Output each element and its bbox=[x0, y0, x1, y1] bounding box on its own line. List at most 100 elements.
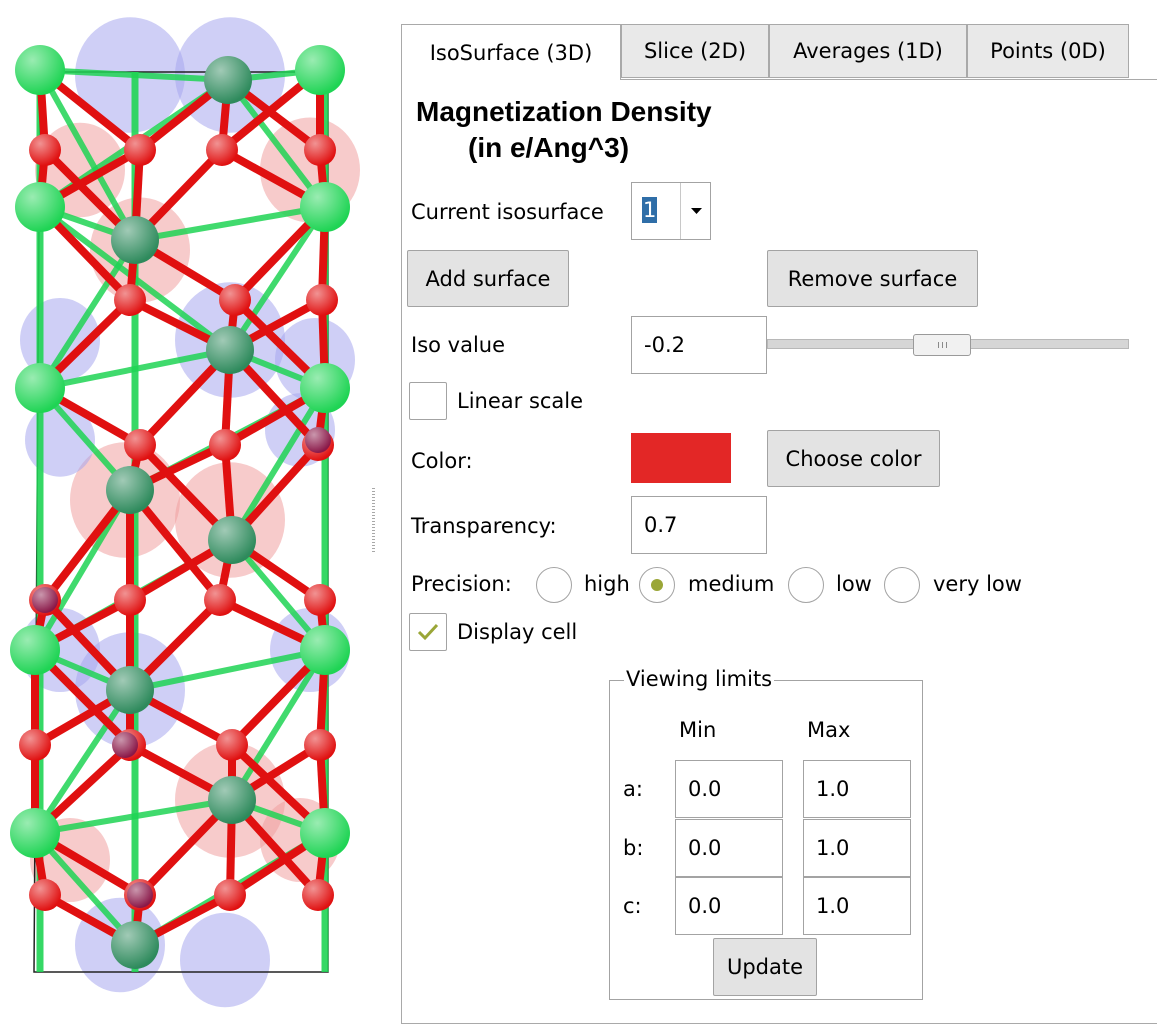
crystal-structure-render[interactable] bbox=[0, 0, 370, 1026]
cation-atom bbox=[300, 625, 350, 675]
update-button[interactable]: Update bbox=[713, 938, 817, 996]
display-cell-checkbox[interactable] bbox=[409, 613, 447, 651]
add-surface-button[interactable]: Add surface bbox=[407, 250, 569, 307]
metal-bond bbox=[129, 647, 326, 693]
metal-atom bbox=[204, 56, 252, 104]
tab-averages-1d[interactable]: Averages (1D) bbox=[769, 24, 967, 78]
isosurface-selected-value: 1 bbox=[642, 197, 658, 223]
metal-bond bbox=[225, 78, 328, 209]
cation-atom bbox=[15, 182, 65, 232]
axis-c-label: c: bbox=[623, 894, 642, 918]
cation-atom bbox=[300, 808, 350, 858]
chevron-down-icon bbox=[691, 208, 702, 214]
precision-label: Precision: bbox=[411, 572, 512, 596]
isosurface-selector[interactable]: 1 bbox=[631, 182, 711, 240]
current-isosurface-label: Current isosurface bbox=[411, 200, 604, 224]
oxygen-atom bbox=[216, 729, 248, 761]
tab-isosurface-3d[interactable]: IsoSurface (3D) bbox=[401, 24, 621, 80]
iso-value-slider-thumb[interactable] bbox=[912, 334, 971, 356]
iso-value-field[interactable]: -0.2 bbox=[631, 316, 767, 374]
a-min-field[interactable]: 0.0 bbox=[675, 760, 783, 818]
oxygen-atom bbox=[204, 584, 236, 616]
metal-bond bbox=[32, 831, 138, 947]
cation-atom bbox=[15, 363, 65, 413]
metal-atom bbox=[106, 666, 154, 714]
oxygen-atom bbox=[209, 429, 241, 461]
c-min-field[interactable]: 0.0 bbox=[675, 877, 783, 935]
isosurface-tab-pane: Magnetization Density (in e/Ang^3) Curre… bbox=[401, 79, 1157, 1024]
b-min-field[interactable]: 0.0 bbox=[675, 819, 783, 877]
b-max-field[interactable]: 1.0 bbox=[803, 819, 911, 877]
cation-atom bbox=[10, 808, 60, 858]
axis-a-label: a: bbox=[623, 777, 643, 801]
cation-atom bbox=[10, 625, 60, 675]
c-max-field[interactable]: 1.0 bbox=[803, 877, 911, 935]
section-subtitle: (in e/Ang^3) bbox=[468, 132, 630, 163]
precision-high-radio[interactable] bbox=[536, 567, 572, 603]
precision-medium-radio[interactable] bbox=[639, 567, 675, 603]
metal-bond bbox=[37, 68, 138, 242]
oxygen-atom bbox=[124, 134, 156, 166]
oxygen-atom bbox=[219, 284, 251, 316]
precision-high-label: high bbox=[584, 572, 630, 596]
oxygen-atom bbox=[29, 134, 61, 166]
choose-color-button[interactable]: Choose color bbox=[767, 430, 940, 487]
grip-icon bbox=[937, 342, 947, 348]
remove-surface-button[interactable]: Remove surface bbox=[767, 250, 978, 307]
structure-viewer[interactable] bbox=[0, 0, 370, 1026]
color-label: Color: bbox=[411, 449, 473, 473]
oxygen-atom bbox=[302, 879, 334, 911]
metal-bond bbox=[229, 648, 328, 802]
metal-atom bbox=[106, 466, 154, 514]
oxygen-atom bbox=[19, 729, 51, 761]
oxygen-atom bbox=[206, 134, 238, 166]
linear-scale-checkbox[interactable] bbox=[409, 382, 447, 420]
display-cell-label: Display cell bbox=[457, 620, 578, 644]
dopant-atom bbox=[32, 587, 58, 613]
panel-splitter-handle[interactable] bbox=[370, 488, 378, 552]
oxygen-atom bbox=[114, 284, 146, 316]
tab-points-0d[interactable]: Points (0D) bbox=[967, 24, 1129, 78]
min-header: Min bbox=[679, 718, 717, 742]
viewing-limits-group: Viewing limits Min Max a: 0.0 1.0 b: 0.0… bbox=[609, 667, 923, 1000]
axis-b-label: b: bbox=[623, 836, 644, 860]
metal-atom bbox=[111, 216, 159, 264]
a-max-field[interactable]: 1.0 bbox=[803, 760, 911, 818]
metal-atom bbox=[111, 921, 159, 969]
tab-slice-2d[interactable]: Slice (2D) bbox=[621, 24, 769, 78]
section-title: Magnetization Density bbox=[416, 96, 712, 127]
transparency-label: Transparency: bbox=[411, 514, 557, 538]
transparency-field[interactable]: 0.7 bbox=[631, 496, 767, 554]
precision-very-low-radio[interactable] bbox=[884, 567, 920, 603]
dopant-atom bbox=[127, 882, 153, 908]
cation-atom bbox=[300, 182, 350, 232]
metal-bond bbox=[227, 205, 328, 352]
checkmark-icon bbox=[417, 623, 439, 641]
dopant-atom bbox=[112, 732, 138, 758]
oxygen-atom bbox=[306, 284, 338, 316]
cation-atom bbox=[15, 45, 65, 95]
iso-value-label: Iso value bbox=[411, 333, 506, 357]
metal-bond bbox=[134, 204, 326, 243]
oxygen-atom bbox=[214, 879, 246, 911]
dropdown-arrow-button[interactable] bbox=[680, 183, 712, 239]
oxygen-atom bbox=[304, 134, 336, 166]
viewing-limits-title: Viewing limits bbox=[624, 667, 775, 691]
cation-atom bbox=[295, 45, 345, 95]
dopant-atom bbox=[305, 427, 331, 453]
linear-scale-label: Linear scale bbox=[457, 389, 584, 413]
precision-low-label: low bbox=[836, 572, 872, 596]
metal-bond bbox=[32, 688, 133, 835]
settings-panel: IsoSurface (3D) Slice (2D) Averages (1D)… bbox=[401, 24, 1157, 1026]
oxygen-atom bbox=[304, 729, 336, 761]
metal-atom bbox=[206, 326, 254, 374]
precision-medium-label: medium bbox=[688, 572, 775, 596]
metal-atom bbox=[208, 776, 256, 824]
spin-density-lobe bbox=[180, 912, 270, 1008]
oxygen-atom bbox=[304, 584, 336, 616]
oxygen-atom bbox=[29, 879, 61, 911]
precision-low-radio[interactable] bbox=[788, 567, 824, 603]
metal-bond bbox=[229, 386, 328, 542]
oxygen-atom bbox=[124, 429, 156, 461]
precision-very-low-label: very low bbox=[933, 572, 1022, 596]
